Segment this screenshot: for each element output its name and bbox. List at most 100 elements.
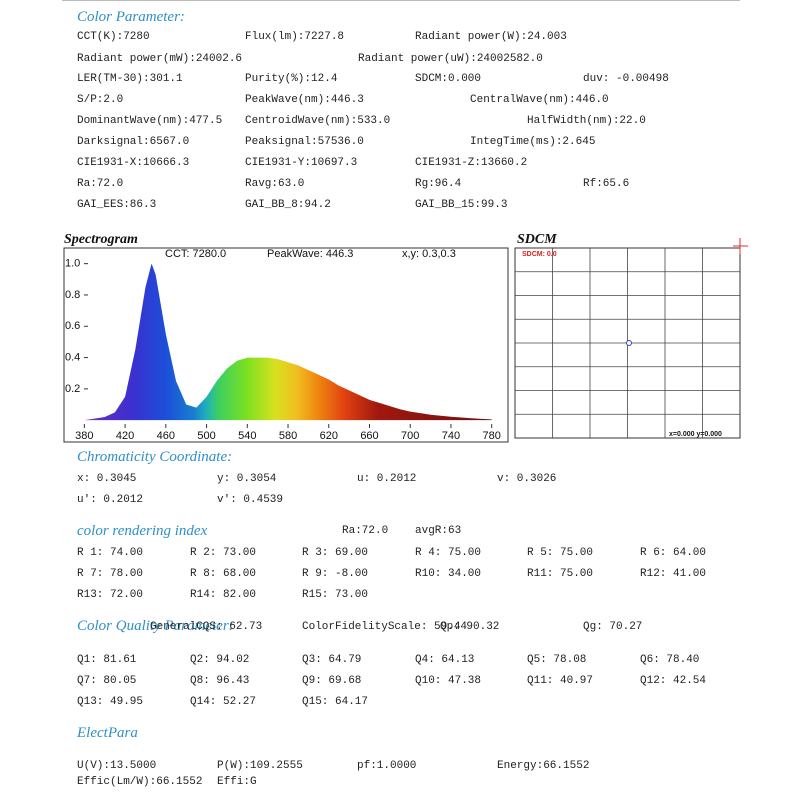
y-tick-label: 0.4 [65, 351, 80, 363]
field: ColorFidelityScale: 59.44 [302, 621, 468, 633]
field: Q6: 78.40 [640, 654, 700, 666]
field: Q8: 96.43 [190, 675, 250, 687]
field: x: 0.3045 [77, 473, 137, 485]
field: P(W):109.2555 [217, 760, 303, 772]
section-title: Chromaticity Coordinate: [77, 449, 233, 465]
field: Q10: 47.38 [415, 675, 482, 687]
field: Rf:65.6 [583, 178, 630, 190]
field: CentroidWave(nm):533.0 [245, 115, 391, 127]
field: u': 0.2012 [77, 494, 144, 506]
field: R 4: 75.00 [415, 547, 482, 559]
x-tick-label: 580 [279, 430, 297, 442]
field: CentralWave(nm):446.0 [470, 94, 609, 106]
field: Radiant power(W):24.003 [415, 31, 567, 43]
field: Q7: 80.05 [77, 675, 137, 687]
field: R14: 82.00 [190, 589, 257, 601]
field: Ra:72.0 [77, 178, 124, 190]
x-tick-label: 780 [483, 430, 501, 442]
field: IntegTime(ms):2.645 [470, 136, 596, 148]
field: Purity(%):12.4 [245, 73, 338, 85]
y-tick-label: 0.8 [65, 289, 80, 301]
y-tick-label: 1.0 [65, 258, 80, 270]
y-tick-label: 0.2 [65, 383, 80, 395]
field: R 6: 64.00 [640, 547, 707, 559]
field: SDCM:0.000 [415, 73, 482, 85]
field: R11: 75.00 [527, 568, 594, 580]
field: Rg:96.4 [415, 178, 462, 190]
field: Q4: 64.13 [415, 654, 475, 666]
field: Q11: 40.97 [527, 675, 594, 687]
field: Radiant power(uW):24002582.0 [358, 53, 543, 65]
field: v: 0.3026 [497, 473, 557, 485]
summary: Ra:72.0 [342, 525, 389, 537]
field: R 2: 73.00 [190, 547, 257, 559]
field: CCT(K):7280 [77, 31, 150, 43]
field: GAI_BB_15:99.3 [415, 199, 508, 211]
field: duv: -0.00498 [583, 73, 669, 85]
field: Q15: 64.17 [302, 696, 369, 708]
field: R 5: 75.00 [527, 547, 594, 559]
section-title: color rendering index [77, 523, 208, 539]
field: Q9: 69.68 [302, 675, 362, 687]
y-tick-label: 0.6 [65, 320, 80, 332]
field: Peaksignal:57536.0 [245, 136, 364, 148]
spectrum-area [84, 263, 492, 421]
field: y: 0.3054 [217, 473, 277, 485]
x-tick-label: 380 [75, 430, 93, 442]
field: R 1: 74.00 [77, 547, 144, 559]
x-tick-label: 660 [360, 430, 378, 442]
top-rule [62, 0, 740, 1]
field: DominantWave(nm):477.5 [77, 115, 223, 127]
field: R 3: 69.00 [302, 547, 369, 559]
field: CIE1931-Y:10697.3 [245, 157, 358, 169]
sdcm-point [626, 340, 632, 346]
field: Q5: 78.08 [527, 654, 587, 666]
field: Ravg:63.0 [245, 178, 305, 190]
annotation: x,y: 0.3,0.3 [402, 248, 456, 260]
field: Flux(lm):7227.8 [245, 31, 345, 43]
field: GAI_BB_8:94.2 [245, 199, 331, 211]
section-title: ElectPara [77, 725, 138, 741]
x-tick-label: 500 [197, 430, 215, 442]
field: Qg: 70.27 [583, 621, 643, 633]
field: R 8: 68.00 [190, 568, 257, 580]
field: CIE1931-Z:13660.2 [415, 157, 528, 169]
field: Q1: 81.61 [77, 654, 137, 666]
section-title: Color Parameter: [77, 9, 185, 25]
annotation: PeakWave: 446.3 [267, 248, 353, 260]
field: v': 0.4539 [217, 494, 284, 506]
field: Effic(Lm/W):66.1552 [77, 776, 203, 788]
field: GAI_EES:86.3 [77, 199, 157, 211]
field: R15: 73.00 [302, 589, 369, 601]
field: Qp: 90.32 [440, 621, 500, 633]
field: LER(TM-30):301.1 [77, 73, 183, 85]
field: u: 0.2012 [357, 473, 417, 485]
annotation: CCT: 7280.0 [165, 248, 226, 260]
x-tick-label: 460 [157, 430, 175, 442]
sdcm-title: SDCM [517, 232, 557, 247]
x-tick-label: 420 [116, 430, 134, 442]
field: Q14: 52.27 [190, 696, 257, 708]
field: GeneralCQS: 62.73 [150, 621, 263, 633]
field: Q2: 94.02 [190, 654, 250, 666]
field: HalfWidth(nm):22.0 [527, 115, 646, 127]
field: Energy:66.1552 [497, 760, 590, 772]
field: R10: 34.00 [415, 568, 482, 580]
field: R 7: 78.00 [77, 568, 144, 580]
spectrogram-title: Spectrogram [64, 232, 138, 247]
field: Darksignal:6567.0 [77, 136, 190, 148]
field: Radiant power(mW):24002.6 [77, 53, 243, 65]
field: PeakWave(nm):446.3 [245, 94, 364, 106]
x-tick-label: 740 [442, 430, 460, 442]
field: Effi:G [217, 776, 257, 788]
summary: avgR:63 [415, 525, 462, 537]
field: R13: 72.00 [77, 589, 144, 601]
x-tick-label: 540 [238, 430, 256, 442]
x-tick-label: 700 [401, 430, 419, 442]
x-tick-label: 620 [320, 430, 338, 442]
section-title: Color Quality Parameter: [77, 618, 234, 634]
field: Q3: 64.79 [302, 654, 362, 666]
field: Q12: 42.54 [640, 675, 707, 687]
